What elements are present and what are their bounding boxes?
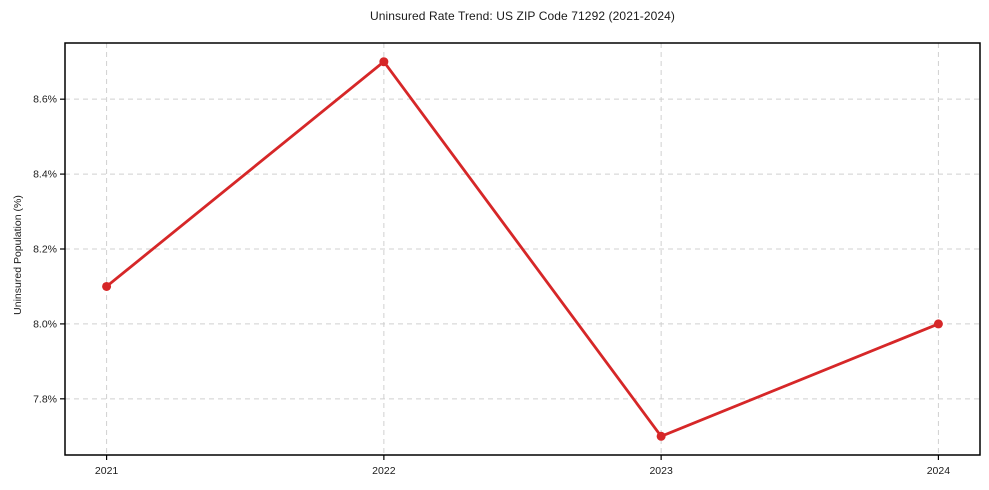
y-tick-label-0: 7.8%	[33, 393, 57, 405]
x-tick-label-3: 2024	[927, 465, 951, 477]
y-tick-label-3: 8.4%	[33, 169, 57, 181]
y-tick-label-1: 8.0%	[33, 318, 57, 330]
data-point-2023	[656, 431, 666, 441]
data-point-2024	[933, 319, 943, 329]
data-point-2021	[102, 281, 112, 291]
y-tick-label-4: 8.6%	[33, 94, 57, 106]
data-point-2022	[379, 57, 389, 67]
chart-title: Uninsured Rate Trend: US ZIP Code 71292 …	[369, 9, 676, 23]
x-tick-label-0: 2021	[95, 465, 119, 477]
x-tick-label-1: 2022	[372, 465, 396, 477]
y-tick-label-2: 8.2%	[33, 244, 57, 256]
x-tick-label-2: 2023	[649, 465, 673, 477]
series-line-0	[105, 60, 940, 438]
